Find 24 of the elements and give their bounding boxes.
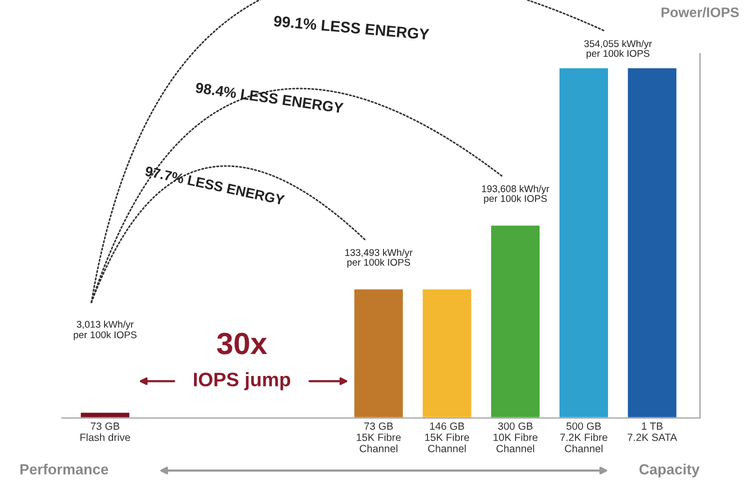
bar	[558, 66, 610, 418]
x-tick-label: 73 GB 15K Fibre Channel	[356, 422, 401, 452]
annotation: IOPS jump	[194, 372, 290, 390]
annotation: 30x	[217, 332, 268, 354]
bar	[79, 411, 131, 418]
x-tick-label: 1 TB 7.2K SATA	[628, 422, 678, 442]
y-axis-title: Power/IOPS	[662, 7, 739, 18]
x-tick-label: 300 GB 10K Fibre Channel	[494, 422, 538, 452]
bar	[626, 66, 678, 418]
annotation: 97.7% LESS ENERGY	[144, 166, 286, 206]
annotation: 354,055 kWh/yr per 100k IOPS	[584, 40, 652, 59]
annotation: 98.4% LESS ENERGY	[195, 82, 344, 114]
text: 99.1% LESS ENERGY	[274, 16, 430, 40]
bar	[421, 288, 473, 418]
bar	[490, 224, 542, 418]
annotation: 193,608 kWh/yr per 100k IOPS	[482, 185, 550, 204]
x-tick-label: 146 GB 15K Fibre Channel	[425, 422, 470, 452]
annotation: 133,493 kWh/yr per 100k IOPS	[345, 248, 412, 268]
text: Capacity	[639, 464, 700, 478]
x-tick-label: 73 GB Flash drive	[80, 422, 130, 442]
annotation: 3,013 kWh/yr per 100k IOPS	[74, 320, 137, 340]
bar	[352, 288, 404, 418]
x-tick-label: 500 GB 7.2K Fibre Channel	[560, 422, 608, 452]
text: Performance	[20, 464, 108, 474]
